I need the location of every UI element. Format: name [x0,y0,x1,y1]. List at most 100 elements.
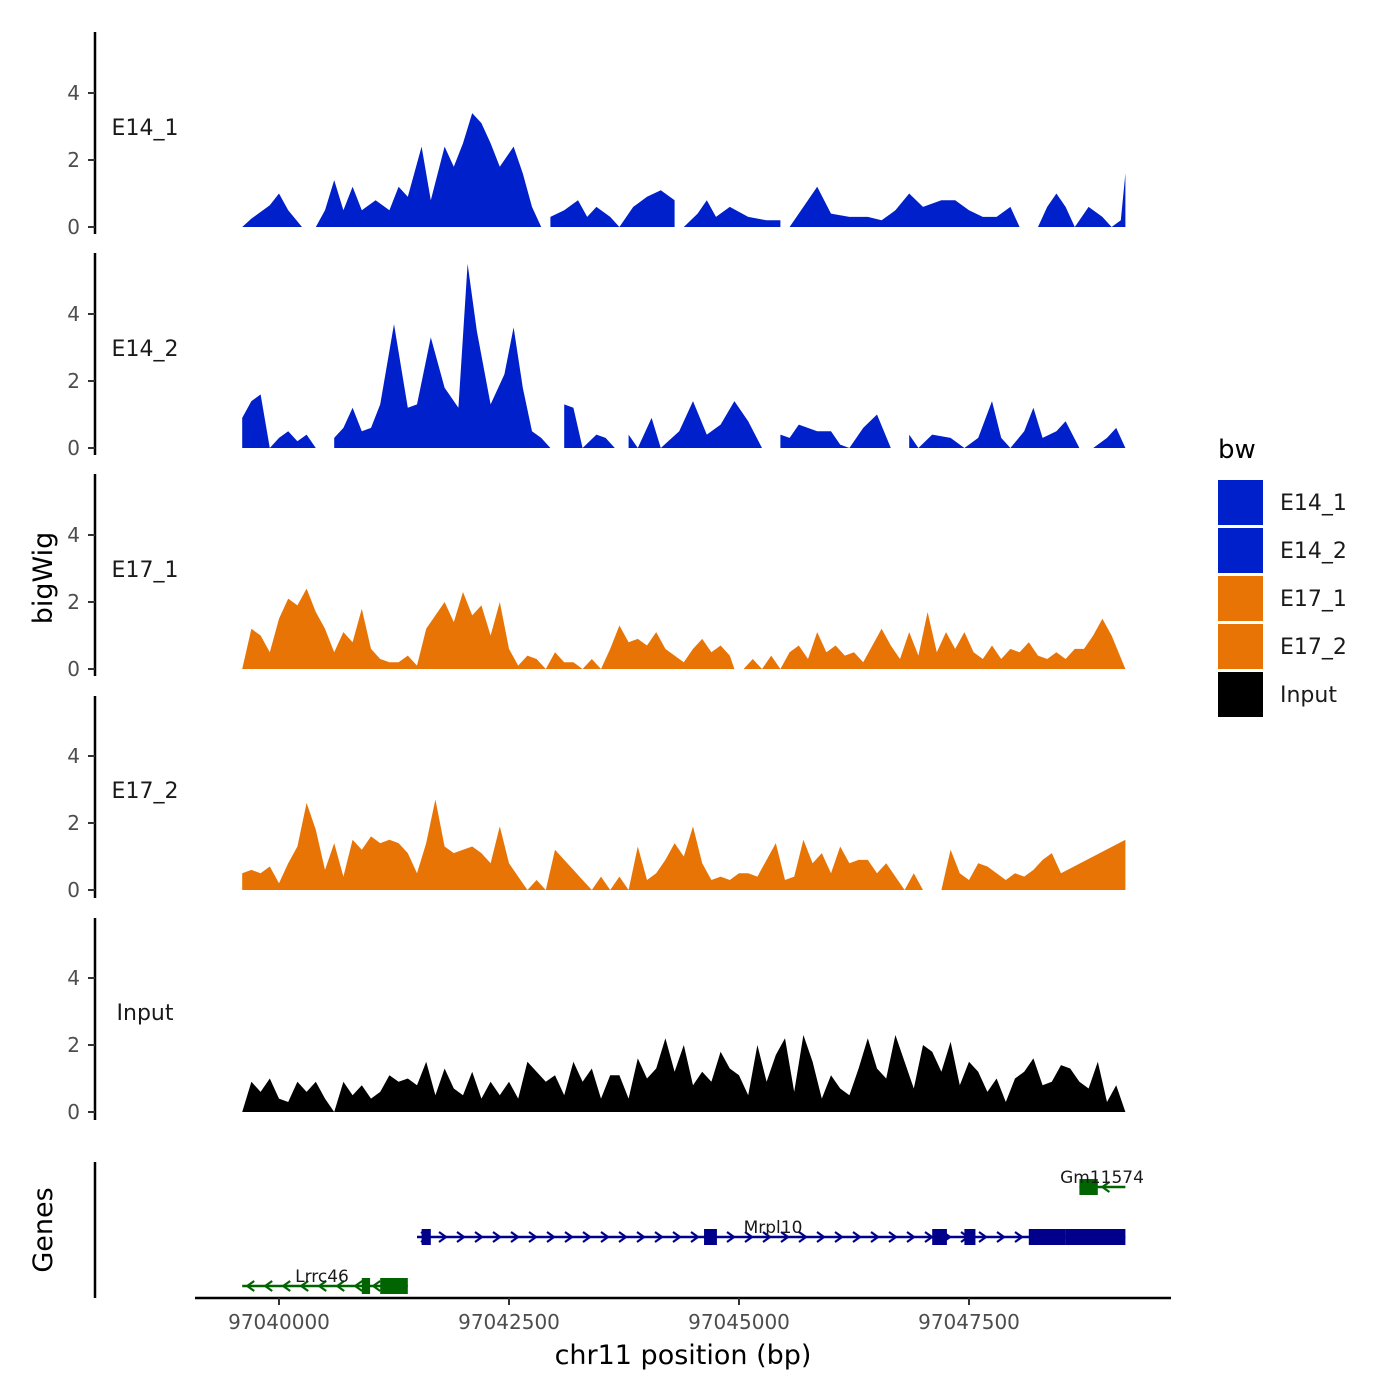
x-axis: 97040000 97042500 97045000 97047500 [195,1296,1171,1334]
coverage-gap [674,27,684,228]
track-label: E17_2 [112,779,179,804]
strand-chevron [672,1231,682,1243]
strand-chevron [816,1231,826,1243]
track-label: Input [117,1001,174,1026]
legend-entry-e17_1: E17_1 [1218,576,1347,621]
strand-chevron [906,1231,916,1243]
legend-entry-e14_1: E14_1 [1218,480,1347,525]
y-tick-label: 0 [67,436,80,460]
exon-block [1028,1229,1066,1245]
coverage-gap [550,248,565,449]
strand-chevron [996,1231,1006,1243]
coverage-gap [1019,27,1038,228]
track-e14_2: 0 2 4 E14_2 [67,248,1126,460]
strand-chevron [456,1231,466,1243]
strand-chevron [281,1280,291,1292]
legend-entries: E14_1 E14_2 E17_1 E17_2 Input [1218,480,1347,717]
gene-name-label: Mrpl10 [744,1218,803,1238]
legend-label: E14_2 [1280,539,1347,564]
legend-entry-e17_2: E17_2 [1218,624,1347,669]
strand-chevron [780,1231,790,1243]
legend-title: bw [1218,435,1256,465]
y-tick-label: 4 [67,81,80,105]
exon-block [421,1229,431,1245]
genes-layer: Gm11574 Mrpl10 Lrrc46 [242,1168,1144,1294]
strand-chevron [564,1231,574,1243]
strand-chevron [438,1231,448,1243]
x-axis-ticks: 97040000 97042500 97045000 97047500 [228,1298,1020,1334]
exon-block [361,1278,371,1294]
strand-chevron [888,1231,898,1243]
strand-chevron [492,1231,502,1243]
gene-name-label: Lrrc46 [295,1267,349,1287]
y-tick-label: 0 [67,1100,80,1124]
strand-chevron [834,1231,844,1243]
exon-block [1079,1179,1098,1195]
track-e17_1: 0 2 4 E17_1 [67,469,1126,681]
track-input: 0 2 4 Input [67,918,1126,1124]
strand-chevron [353,1280,363,1292]
strand-chevron [600,1231,610,1243]
y-tick-label: 4 [67,966,80,990]
exon-block [932,1229,947,1245]
y-tick-label: 2 [67,148,80,172]
gene-lrrc46: Lrrc46 [242,1267,408,1294]
strand-chevron [978,1231,988,1243]
strand-chevron [245,1280,255,1292]
legend-label: Input [1280,683,1337,708]
legend-label: E14_1 [1280,491,1347,516]
strand-chevron [582,1231,592,1243]
x-tick-label: 97042500 [458,1310,560,1334]
coverage-gap [890,248,910,449]
genes-panel: Gm11574 Mrpl10 Lrrc46 [93,1162,1144,1298]
strand-chevron [744,1231,754,1243]
strand-chevron [852,1231,862,1243]
legend-swatch [1218,576,1263,621]
strand-chevron [371,1280,381,1292]
exon-block [1065,1229,1126,1245]
y-tick-label: 4 [67,302,80,326]
genes-axis-title: Genes [28,1187,59,1272]
exon-block [704,1229,717,1245]
signal-area-e14_1 [242,113,1126,227]
coverage-gap [315,248,335,449]
y-tick-label: 2 [67,811,80,835]
legend-label: E17_2 [1280,635,1347,660]
strand-chevron [263,1280,273,1292]
legend-entry-e14_2: E14_2 [1218,528,1347,573]
legend-swatch [1218,528,1263,573]
x-tick-label: 97047500 [918,1310,1020,1334]
strand-chevron [317,1280,327,1292]
strand-chevron [726,1231,736,1243]
y-tick-label: 0 [67,215,80,239]
signal-area-e14_2 [242,263,1126,448]
exon-block [380,1278,408,1294]
gene-mrpl10: Mrpl10 [417,1218,1126,1245]
exon-block [964,1229,976,1245]
signal-area-input [242,1035,1126,1112]
strand-chevron [335,1280,345,1292]
strand-chevron [690,1231,700,1243]
strand-chevron [762,1231,772,1243]
y-tick-label: 2 [67,1033,80,1057]
strand-chevron [636,1231,646,1243]
legend-swatch [1218,624,1263,669]
y-tick-label: 0 [67,878,80,902]
signal-area-e17_2 [242,799,1126,890]
strand-chevron [798,1231,808,1243]
gene-name-label: Gm11574 [1060,1168,1144,1188]
y-tick-label: 4 [67,744,80,768]
coverage-gap [734,469,744,670]
coverage-gap [302,27,316,228]
x-tick-label: 97040000 [228,1310,330,1334]
track-e17_2: 0 2 4 E17_2 [67,690,1126,902]
coverage-gap [762,248,781,449]
strand-chevron [870,1231,880,1243]
y-tick-label: 2 [67,590,80,614]
coverage-gap [1079,248,1094,449]
track-label: E14_1 [112,116,179,141]
coverage-gap [923,690,942,891]
strand-chevron [510,1231,520,1243]
coverage-gap [541,27,551,228]
y-axis-title: bigWig [28,532,59,625]
